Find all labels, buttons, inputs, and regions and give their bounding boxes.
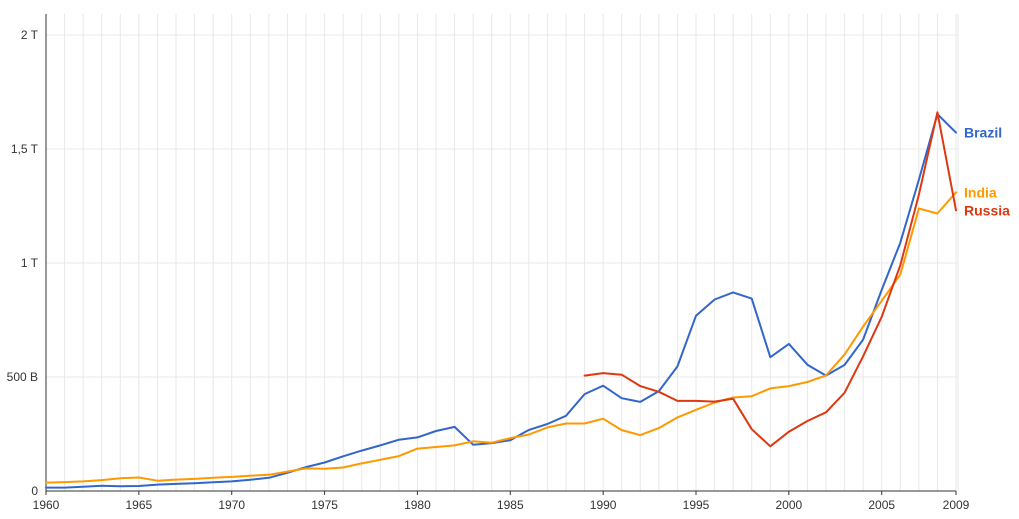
series-label-russia: Russia xyxy=(964,202,1010,218)
x-tick-label: 1965 xyxy=(126,498,153,512)
x-tick-label: 2009 xyxy=(943,498,970,512)
y-tick-label: 2 T xyxy=(21,28,39,42)
y-tick-labels: 0 500 B 1 T 1,5 T 2 T xyxy=(7,28,39,498)
y-tick-label: 500 B xyxy=(7,370,38,384)
y-tick-label: 1 T xyxy=(21,256,39,270)
x-tick-label: 1960 xyxy=(33,498,60,512)
x-tick-label: 1980 xyxy=(404,498,431,512)
series-labels: Brazil India Russia xyxy=(964,125,1010,219)
series-lines xyxy=(45,111,957,489)
x-tick-label: 2000 xyxy=(776,498,803,512)
x-tick-label: 2005 xyxy=(868,498,895,512)
y-tick-label: 0 xyxy=(31,484,38,498)
y-tick-label: 1,5 T xyxy=(11,142,39,156)
series-label-india: India xyxy=(964,184,997,200)
grid-lines xyxy=(46,14,959,491)
x-tick-label: 1995 xyxy=(683,498,710,512)
x-tick-labels: 1960 1965 1970 1975 1980 1985 1990 1995 2000 2005… xyxy=(33,491,970,512)
series-line-india xyxy=(45,191,957,484)
x-tick-label: 1985 xyxy=(497,498,524,512)
x-tick-label: 1970 xyxy=(218,498,245,512)
series-label-brazil: Brazil xyxy=(964,125,1002,141)
series-line-brazil xyxy=(45,113,957,489)
x-tick-label: 1975 xyxy=(311,498,338,512)
x-tick-label: 1990 xyxy=(590,498,617,512)
series-line-russia xyxy=(583,111,957,448)
axes xyxy=(45,14,956,492)
